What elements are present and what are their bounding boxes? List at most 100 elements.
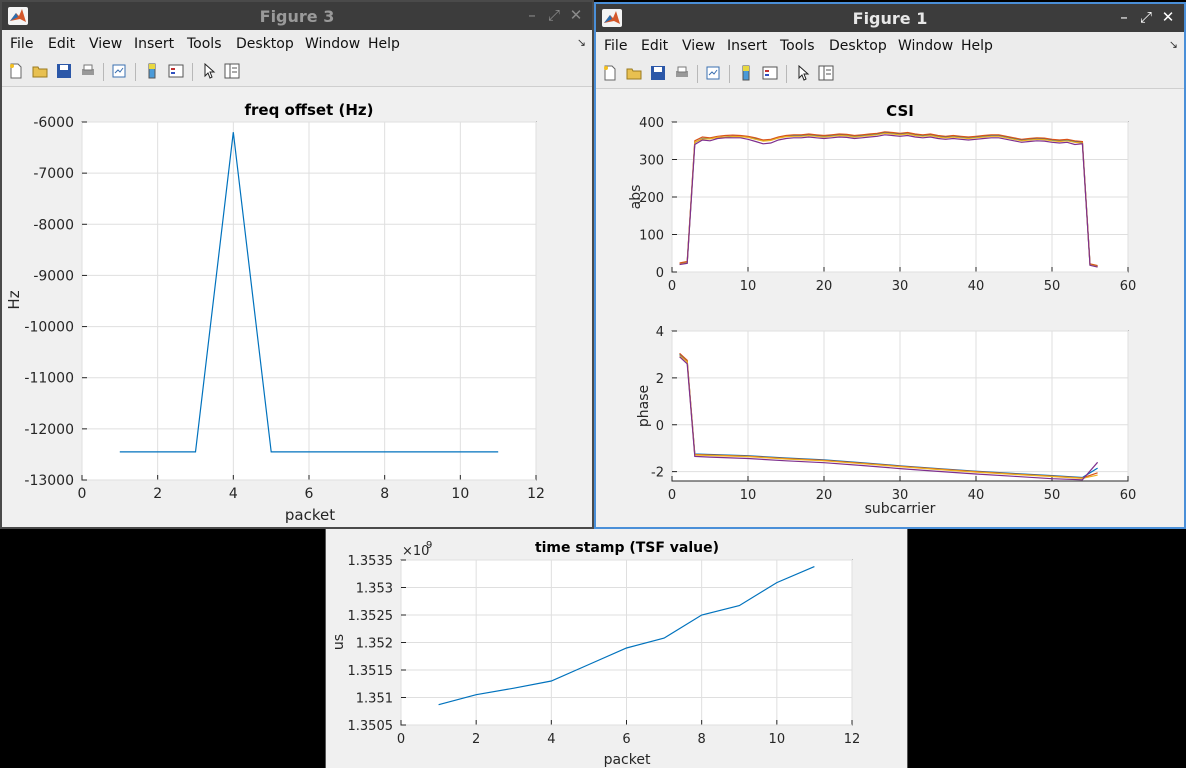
edit-plot-arrow-icon[interactable] xyxy=(201,63,217,79)
figure-1-titlebar[interactable]: Figure 1 – ⤢ ✕ xyxy=(596,4,1184,32)
y-tick-label: 100 xyxy=(639,229,664,244)
save-icon[interactable] xyxy=(650,65,666,81)
x-tick-label: 10 xyxy=(451,486,469,502)
save-icon[interactable] xyxy=(56,63,72,79)
minimize-icon[interactable]: – xyxy=(528,6,536,24)
x-tick-label: 2 xyxy=(153,486,162,502)
toolbar-separator xyxy=(135,63,136,81)
minimize-icon[interactable]: – xyxy=(1120,8,1128,26)
y-tick-label: 1.352 xyxy=(356,637,393,652)
close-icon[interactable]: ✕ xyxy=(1161,8,1175,26)
figure-3-toolbar xyxy=(2,58,592,87)
figure-1-window[interactable]: Figure 1 – ⤢ ✕ File Edit View Insert Too… xyxy=(594,2,1186,529)
y-axis-label: phase xyxy=(636,385,652,427)
x-tick-label: 0 xyxy=(668,488,676,503)
x-tick-label: 30 xyxy=(892,488,909,503)
plot-lines xyxy=(119,132,499,453)
menu-edit[interactable]: Edit xyxy=(641,38,669,54)
close-icon[interactable]: ✕ xyxy=(569,6,583,24)
menu-tools[interactable]: Tools xyxy=(780,38,815,54)
dock-arrow-icon[interactable]: ↘ xyxy=(1168,38,1178,51)
x-tick-label: 4 xyxy=(229,486,238,502)
time-stamp-axes[interactable]: 0 2 4 6 8 10 12 1.3535 1.353 1.3525 1.35… xyxy=(326,529,908,768)
series-line[interactable] xyxy=(679,131,1098,267)
series-line[interactable] xyxy=(679,132,1098,268)
csi-phase-axes[interactable]: 0 10 20 30 40 50 60 4 2 0 -2 subcarrier … xyxy=(596,300,1184,529)
series-line[interactable] xyxy=(679,355,1098,480)
series-line[interactable] xyxy=(119,132,499,453)
toolbar-separator xyxy=(103,63,104,81)
x-axis-label: packet xyxy=(285,506,335,524)
menu-file[interactable]: File xyxy=(10,36,34,52)
menu-help[interactable]: Help xyxy=(368,36,400,52)
plot-lines xyxy=(679,131,1098,268)
open-file-icon[interactable] xyxy=(626,65,642,81)
menu-view[interactable]: View xyxy=(682,38,716,54)
link-plot-icon[interactable] xyxy=(111,63,127,79)
menu-insert[interactable]: Insert xyxy=(727,38,768,54)
legend-icon[interactable] xyxy=(168,63,184,79)
grid xyxy=(671,121,1129,273)
x-tick-label: 40 xyxy=(968,488,985,503)
x-tick-label: 0 xyxy=(668,279,676,294)
series-line[interactable] xyxy=(679,356,1099,481)
new-figure-icon[interactable] xyxy=(602,65,618,81)
x-tick-labels: 0 10 20 30 40 50 60 xyxy=(668,488,1136,503)
new-figure-icon[interactable] xyxy=(8,63,24,79)
menu-help[interactable]: Help xyxy=(961,38,993,54)
colorbar-icon[interactable] xyxy=(738,65,754,81)
freq-offset-axes[interactable]: 0 2 4 6 8 10 12 -6000 -7000 -8000 -9000 … xyxy=(2,88,592,528)
dock-arrow-icon[interactable]: ↘ xyxy=(576,36,586,49)
legend-icon[interactable] xyxy=(762,65,778,81)
print-icon[interactable] xyxy=(80,63,96,79)
menu-window[interactable]: Window xyxy=(898,38,954,54)
y-tick-labels: 400 300 200 100 0 xyxy=(639,116,664,281)
x-tick-label: 0 xyxy=(78,486,87,502)
csi-abs-axes[interactable]: 0 10 20 30 40 50 60 400 300 200 100 0 CS… xyxy=(596,90,1184,300)
x-tick-labels: 0 2 4 6 8 10 12 xyxy=(78,486,545,502)
axes-title: freq offset (Hz) xyxy=(244,101,373,119)
x-tick-label: 10 xyxy=(769,732,786,747)
open-file-icon[interactable] xyxy=(32,63,48,79)
colorbar-icon[interactable] xyxy=(144,63,160,79)
y-tick-label: 1.3515 xyxy=(348,664,394,679)
menu-view[interactable]: View xyxy=(89,36,123,52)
y-tick-label: 400 xyxy=(639,116,664,131)
x-tick-label: 10 xyxy=(740,279,757,294)
y-axis-label: us xyxy=(331,634,347,650)
edit-plot-arrow-icon[interactable] xyxy=(795,65,811,81)
figure-3-title: Figure 3 xyxy=(259,7,335,26)
y-tick-label: -13000 xyxy=(24,473,74,489)
menu-edit[interactable]: Edit xyxy=(48,36,76,52)
grid xyxy=(671,330,1129,481)
plot-tools-icon[interactable] xyxy=(818,65,834,81)
x-tick-label: 12 xyxy=(844,732,861,747)
restore-icon[interactable]: ⤢ xyxy=(1139,8,1152,26)
menu-desktop[interactable]: Desktop xyxy=(829,38,887,54)
time-stamp-figure-window[interactable]: 0 2 4 6 8 10 12 1.3535 1.353 1.3525 1.35… xyxy=(325,529,908,768)
figure-3-titlebar[interactable]: Figure 3 – ⤢ ✕ xyxy=(2,2,592,30)
menu-window[interactable]: Window xyxy=(305,36,361,52)
menu-desktop[interactable]: Desktop xyxy=(236,36,294,52)
menu-file[interactable]: File xyxy=(604,38,628,54)
y-tick-label: 1.3505 xyxy=(348,719,394,734)
menu-tools[interactable]: Tools xyxy=(187,36,222,52)
menu-insert[interactable]: Insert xyxy=(134,36,175,52)
restore-icon[interactable]: ⤢ xyxy=(547,6,560,24)
figure-3-menubar: File Edit View Insert Tools Desktop Wind… xyxy=(2,30,592,59)
y-tick-label: -10000 xyxy=(24,320,74,336)
x-tick-label: 8 xyxy=(698,732,706,747)
print-icon[interactable] xyxy=(674,65,690,81)
y-tick-label: 0 xyxy=(656,266,664,281)
x-tick-label: 20 xyxy=(816,279,833,294)
x-tick-label: 40 xyxy=(968,279,985,294)
series-line[interactable] xyxy=(438,566,815,706)
x-tick-label: 12 xyxy=(527,486,545,502)
series-line[interactable] xyxy=(679,134,1098,268)
toolbar-separator xyxy=(697,65,698,83)
plot-tools-icon[interactable] xyxy=(224,63,240,79)
y-tick-label: 0 xyxy=(656,419,664,434)
y-tick-labels: 4 2 0 -2 xyxy=(651,325,664,481)
figure-3-window[interactable]: Figure 3 – ⤢ ✕ File Edit View Insert Too… xyxy=(0,0,594,529)
link-plot-icon[interactable] xyxy=(705,65,721,81)
